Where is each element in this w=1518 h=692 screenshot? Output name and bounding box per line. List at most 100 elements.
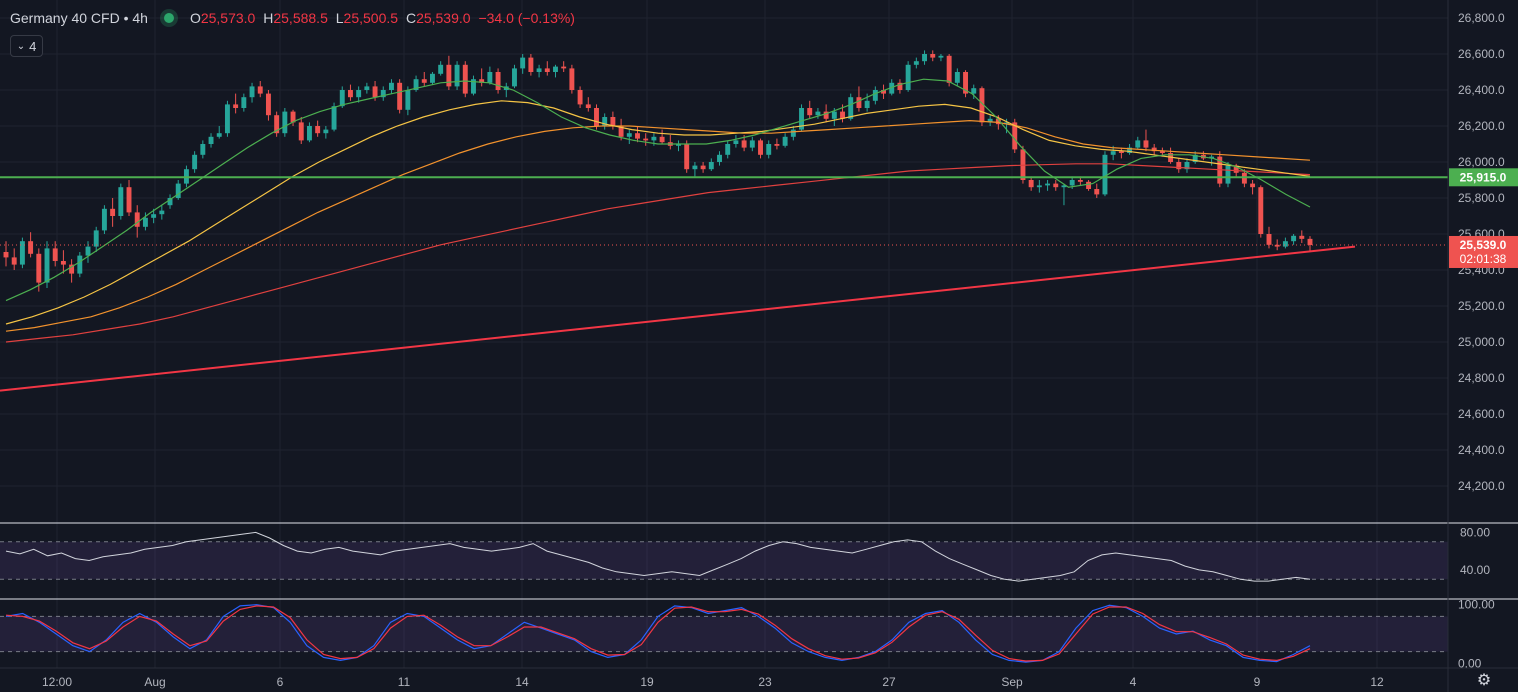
candle-body[interactable] (569, 68, 575, 90)
candle-body[interactable] (298, 122, 304, 141)
candle-body[interactable] (479, 79, 485, 83)
candle-body[interactable] (1061, 185, 1067, 188)
candle-body[interactable] (397, 82, 403, 110)
stoch-k-line[interactable] (5, 604, 1311, 663)
candle-body[interactable] (610, 117, 616, 126)
candle-body[interactable] (725, 144, 731, 155)
candle-body[interactable] (1159, 151, 1165, 153)
candle-body[interactable] (700, 165, 706, 170)
candle-body[interactable] (897, 82, 903, 90)
candle-body[interactable] (987, 118, 993, 123)
candle-body[interactable] (380, 90, 386, 98)
sma-20-line[interactable] (5, 78, 1311, 302)
candle-body[interactable] (3, 252, 9, 258)
candle-body[interactable] (922, 54, 928, 62)
candle-body[interactable] (192, 154, 198, 170)
candle-body[interactable] (1233, 165, 1239, 173)
candle-body[interactable] (142, 217, 148, 227)
candle-body[interactable] (717, 154, 722, 162)
candle-body[interactable] (249, 86, 255, 98)
candle-body[interactable] (1053, 183, 1059, 188)
candle-body[interactable] (471, 79, 476, 94)
candle-body[interactable] (626, 133, 632, 137)
candle-body[interactable] (815, 111, 821, 116)
candle-body[interactable] (544, 68, 550, 72)
candle-body[interactable] (602, 117, 608, 126)
candle-body[interactable] (938, 55, 944, 58)
candle-body[interactable] (290, 111, 296, 123)
candle-body[interactable] (331, 106, 337, 130)
candle-body[interactable] (1069, 180, 1075, 186)
candle-body[interactable] (44, 248, 50, 283)
candle-body[interactable] (643, 138, 649, 141)
candle-body[interactable] (462, 64, 468, 94)
candle-body[interactable] (233, 104, 239, 108)
candle-body[interactable] (52, 248, 58, 261)
candle-body[interactable] (782, 136, 788, 146)
candle-body[interactable] (1225, 165, 1231, 184)
candle-body[interactable] (1086, 181, 1092, 189)
candle-body[interactable] (208, 136, 214, 144)
candle-body[interactable] (840, 111, 845, 119)
candle-body[interactable] (708, 162, 714, 170)
candle-body[interactable] (315, 126, 321, 134)
candle-body[interactable] (1135, 140, 1141, 148)
candle-body[interactable] (954, 72, 960, 83)
candle-body[interactable] (758, 140, 763, 155)
candle-body[interactable] (1250, 183, 1256, 188)
candle-body[interactable] (1282, 241, 1288, 247)
candle-body[interactable] (635, 133, 640, 139)
symbol-title[interactable]: Germany 40 CFD • 4h (10, 10, 148, 26)
candle-body[interactable] (372, 86, 378, 98)
candle-body[interactable] (69, 264, 75, 274)
candle-body[interactable] (421, 79, 427, 83)
candle-body[interactable] (356, 90, 362, 98)
candle-body[interactable] (864, 100, 870, 108)
sma-100-line[interactable] (5, 119, 1311, 332)
candle-body[interactable] (85, 246, 91, 256)
candle-body[interactable] (1176, 162, 1182, 170)
rsi-line[interactable] (5, 531, 1311, 582)
candle-body[interactable] (347, 90, 353, 98)
candle-body[interactable] (274, 115, 280, 134)
candle-body[interactable] (979, 88, 985, 123)
candle-body[interactable] (438, 64, 444, 74)
candle-body[interactable] (741, 140, 747, 148)
candle-body[interactable] (807, 108, 813, 116)
candle-body[interactable] (1102, 154, 1108, 195)
candle-body[interactable] (1184, 162, 1190, 170)
candle-body[interactable] (430, 73, 435, 83)
candle-body[interactable] (446, 64, 452, 87)
candle-body[interactable] (19, 241, 25, 265)
candle-body[interactable] (676, 144, 681, 146)
price-pane[interactable] (0, 50, 1448, 392)
candle-body[interactable] (60, 261, 66, 265)
candle-body[interactable] (848, 97, 854, 119)
candle-body[interactable] (946, 55, 952, 83)
candle-body[interactable] (1307, 238, 1313, 245)
candle-body[interactable] (881, 90, 886, 94)
candle-body[interactable] (265, 93, 271, 116)
candle-body[interactable] (1143, 140, 1149, 148)
candle-body[interactable] (323, 129, 329, 134)
candle-body[interactable] (151, 214, 157, 218)
candle-body[interactable] (749, 140, 755, 148)
candle-body[interactable] (134, 212, 140, 227)
candle-body[interactable] (1299, 235, 1305, 239)
stoch-d-line[interactable] (5, 605, 1311, 662)
candle-body[interactable] (872, 90, 878, 101)
candle-body[interactable] (536, 68, 542, 72)
candle-body[interactable] (118, 187, 124, 216)
candle-body[interactable] (216, 133, 222, 137)
candle-body[interactable] (1004, 122, 1010, 125)
candle-body[interactable] (856, 97, 862, 108)
sma-200-line[interactable] (5, 163, 1311, 343)
candle-body[interactable] (167, 198, 173, 206)
candle-body[interactable] (512, 68, 517, 87)
candle-body[interactable] (1274, 244, 1280, 247)
candle-body[interactable] (1258, 187, 1264, 234)
candle-body[interactable] (282, 111, 288, 134)
candle-body[interactable] (528, 57, 534, 72)
candle-body[interactable] (1094, 189, 1100, 195)
